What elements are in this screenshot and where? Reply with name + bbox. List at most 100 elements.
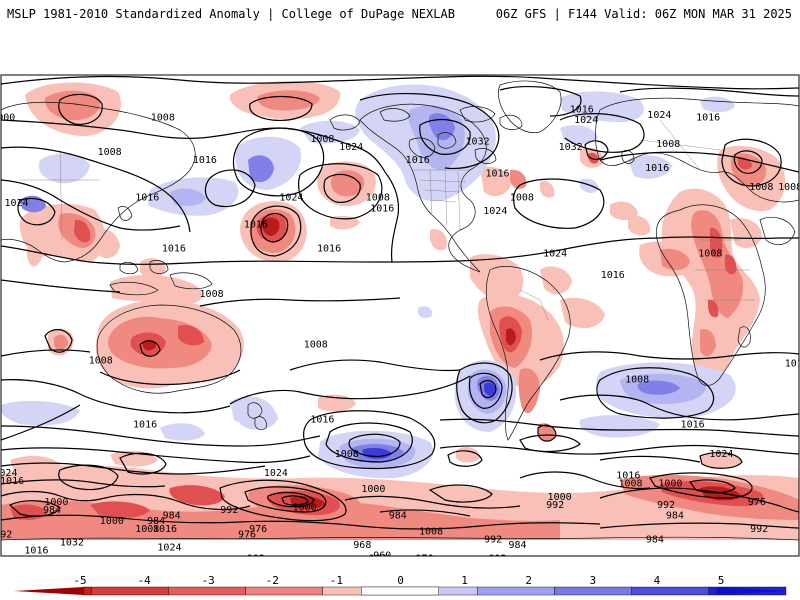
- isobar-label: 1016: [681, 420, 705, 431]
- isobar-label: 976: [249, 524, 267, 535]
- isobar-label: 1032: [466, 136, 490, 147]
- isobar-label: 1024: [0, 468, 17, 479]
- isobar-label: 976: [238, 529, 256, 540]
- isobar-label: 1008: [419, 527, 443, 538]
- isobar-label: 1008: [98, 147, 122, 158]
- isobar-label-bg: [314, 556, 340, 567]
- isobar-label: 1024: [339, 142, 363, 153]
- isobar-label: 984: [389, 511, 407, 522]
- isobar-label: 1016: [406, 155, 430, 166]
- isobar-label: 1008: [698, 249, 722, 260]
- colorbar-segment: [83, 586, 92, 596]
- isobar-label: 1024: [264, 468, 288, 479]
- isobar-label: 984: [43, 505, 61, 516]
- isobar-label: 1016: [0, 476, 24, 487]
- isobar-label: 1016: [601, 270, 625, 281]
- isobar-label: 1000: [0, 112, 15, 123]
- isobar-label: 1024: [647, 110, 671, 121]
- isobar-label: 1008: [304, 340, 328, 351]
- map-frame: [0, 74, 800, 557]
- isobar-label: 1008: [656, 139, 680, 150]
- isobar-label: 960: [373, 551, 391, 562]
- isobar-label: 984: [666, 511, 684, 522]
- isobar-label: 1024: [709, 449, 733, 460]
- isobar-label: 1032: [60, 537, 84, 548]
- colorbar-tick-label: 2: [525, 574, 532, 587]
- isobar-label: 1024: [483, 206, 507, 217]
- isobar-label: 984: [646, 535, 664, 546]
- isobar-label: 1024: [279, 193, 303, 204]
- isobar-label: 1008: [618, 479, 642, 490]
- isobar-label: 1000: [100, 516, 124, 527]
- isobar-label: 1008: [667, 559, 691, 570]
- isobar-label: 992: [484, 535, 502, 546]
- isobar-label: 1008: [200, 289, 224, 300]
- isobar-label: 1000: [658, 479, 682, 490]
- isobar-label: 1008: [366, 193, 390, 204]
- isobar-label-bg: [666, 559, 692, 570]
- isobar-labels: 1000100810081008101610241016101610241024…: [0, 104, 799, 570]
- isobar-label: 968: [353, 540, 371, 551]
- colorbar-segment: [477, 586, 555, 596]
- isobar-label: 1016: [696, 112, 720, 123]
- political-borders: [20, 119, 755, 321]
- isobar-label: 1016: [133, 420, 157, 431]
- isobar-label: 1008: [310, 134, 334, 145]
- isobar-label: 1008: [335, 449, 359, 460]
- map-title: MSLP 1981-2010 Standardized Anomaly | Co…: [7, 7, 455, 21]
- isobar-label: 992: [0, 529, 12, 540]
- isobar-label: 992: [750, 524, 768, 535]
- isobar-label: 1016: [485, 169, 509, 180]
- isobar-label: 1016: [193, 155, 217, 166]
- isobar-label: 1016: [370, 203, 394, 214]
- colorbar-segment: [168, 586, 246, 596]
- isobar-label: 1024: [4, 198, 28, 209]
- isobar-label: 1016: [645, 163, 669, 174]
- anomaly-colorbar: -5 -4 -3 -2 -1 0 1 2 3 4 5: [14, 574, 787, 596]
- colorbar-tick-label: 0: [397, 574, 404, 587]
- colorbar-tick-label: -4: [137, 574, 151, 587]
- colorbar-tick-label: 4: [654, 574, 661, 587]
- colorbar-neutral-segment: [361, 586, 439, 596]
- negative-anomaly-shading: [1, 81, 799, 540]
- colorbar-tick-label: 1: [461, 574, 468, 587]
- isobar-label: 1008: [510, 193, 534, 204]
- isobar-label: 992: [489, 553, 507, 564]
- isobar-label: 1016: [310, 414, 334, 425]
- isobar-label: 1016: [317, 243, 341, 254]
- isobar-label: 1008: [386, 556, 410, 567]
- colorbar-tick-label: -3: [202, 574, 215, 587]
- isobar-label: 1000: [548, 492, 572, 503]
- positive-anomaly-shading: [1, 84, 736, 479]
- isobar-label: 992: [220, 505, 238, 516]
- isobar-label: 984: [163, 511, 181, 522]
- isobar-label: 992: [546, 500, 564, 511]
- isobar-label: 1008: [151, 112, 175, 123]
- isobar-label: 984: [147, 516, 165, 527]
- colorbar-max-arrow: [716, 587, 786, 595]
- isobar-label: 1016: [570, 104, 594, 115]
- model-valid-time: 06Z GFS | F144 Valid: 06Z MON MAR 31 202…: [495, 7, 792, 21]
- colorbar-tick-label: -5: [73, 574, 86, 587]
- isobar-label: 1016: [24, 545, 48, 556]
- isobar-label: 984: [508, 540, 526, 551]
- isobar-label: 976: [415, 553, 433, 564]
- isobar-label: 992: [247, 553, 265, 564]
- isobar-label: 976: [748, 497, 766, 508]
- colorbar-segment: [90, 586, 169, 596]
- isobar-label: 1016: [616, 471, 640, 482]
- colorbar-tick-label: 3: [589, 574, 596, 587]
- isobar-label: 1016: [153, 524, 177, 535]
- isobar-label-bg: [385, 556, 411, 567]
- isobar-label: 1032: [559, 142, 583, 153]
- isobar-label: 1024: [574, 115, 598, 126]
- colorbar-min-arrow: [14, 587, 84, 595]
- colorbar-tick-label: 5: [718, 574, 725, 587]
- isobar-label: 1016: [162, 243, 186, 254]
- isobar-label: 1024: [543, 249, 567, 260]
- isobar-contours: [1, 75, 799, 530]
- colorbar-tick-label: -1: [330, 574, 343, 587]
- colorbar-segment: [554, 586, 632, 596]
- isobar-label: 984: [369, 553, 387, 564]
